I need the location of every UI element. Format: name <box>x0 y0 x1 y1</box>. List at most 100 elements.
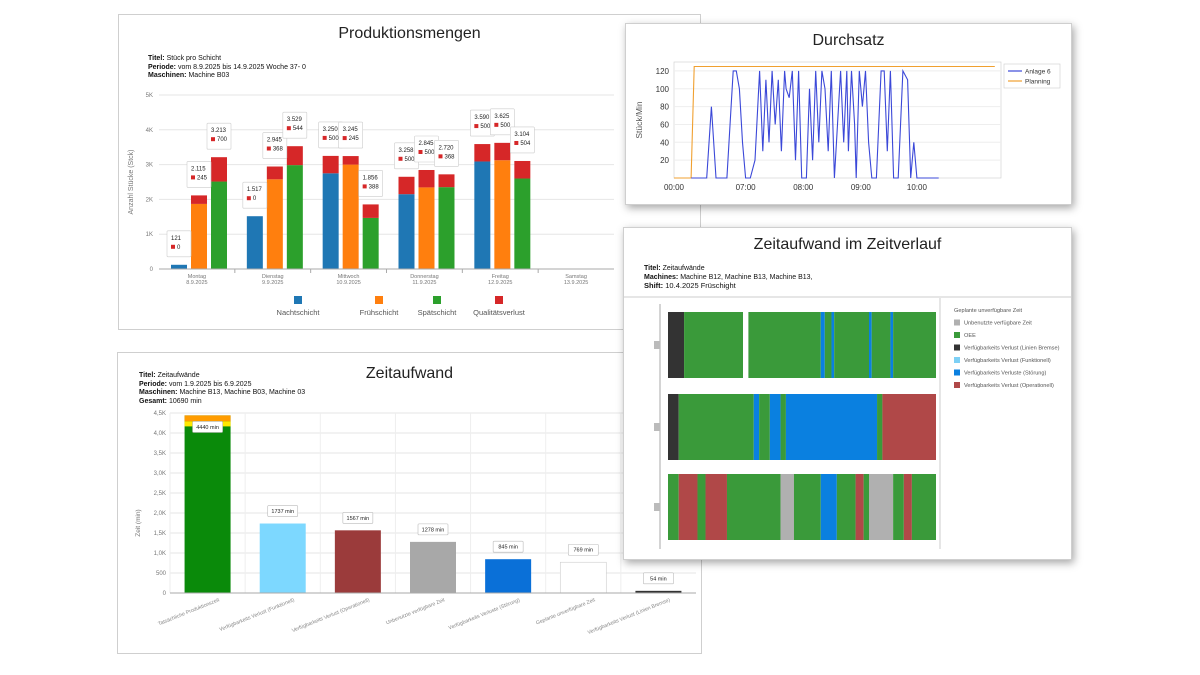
timeline-segment <box>753 394 760 460</box>
tooltip-loss: 245 <box>349 136 360 142</box>
x-tick-label: 11.9.2025 <box>412 280 436 286</box>
bar-nachtschicht <box>474 161 491 269</box>
tooltip-marker <box>322 135 327 140</box>
tooltip-total: 3.104 <box>514 132 530 138</box>
legend-swatch <box>495 296 503 304</box>
meta-value: vom 1.9.2025 bis 6.9.2025 <box>168 380 252 388</box>
tooltip-total: 121 <box>171 236 182 242</box>
timeline-segment <box>871 312 891 378</box>
tooltip-box <box>490 108 515 136</box>
legend-label: Verfügbarkeits Verlust (Linien Bremse) <box>964 346 1060 352</box>
tooltip-box <box>262 132 288 159</box>
meta-label: Titel: <box>148 55 165 62</box>
data-tooltip: 3.213 700 <box>206 122 232 150</box>
x-tick-label: Donnerstag <box>410 274 438 280</box>
tooltip-total: 3.250 <box>323 127 339 133</box>
tooltip-loss: 0 <box>177 245 181 251</box>
y-tick-label: 40 <box>660 138 669 147</box>
y-tick-label: 3K <box>146 163 153 169</box>
meta-label: Gesamt: <box>139 397 168 405</box>
y-tick-label: 100 <box>656 85 670 94</box>
bar <box>635 590 682 593</box>
tooltip-box <box>282 111 308 139</box>
tooltip-total: 3.590 <box>474 115 490 121</box>
meta-value: Stück pro Schicht <box>166 55 222 62</box>
value-label-box <box>567 543 599 556</box>
legend-label: Nachtschicht <box>277 308 321 317</box>
x-tick-label: Tatsächliche Produktionszeit <box>157 597 220 627</box>
value-label-box <box>643 572 674 585</box>
bar-qualitaetsverlust <box>362 204 379 218</box>
timeline-segment <box>834 312 869 378</box>
timeline-segment <box>869 312 872 378</box>
tooltip-marker <box>266 146 271 151</box>
bar <box>184 415 231 593</box>
tooltip-marker <box>246 196 251 201</box>
y-tick-label: 2,0K <box>154 511 166 517</box>
row-label-placeholder <box>654 423 660 431</box>
meta-value: 10.4.2025 Früschight <box>665 281 736 290</box>
timeline-segment <box>820 474 837 540</box>
y-tick-label: 60 <box>660 120 669 129</box>
y-tick-label: 1,5K <box>154 531 166 537</box>
durchsatz-panel: Durchsatz 20 40 60 80 100 120 00:00 07:00 08:00 0… <box>625 23 1072 205</box>
y-tick-label: 1K <box>146 232 153 238</box>
legend-label: OEE <box>964 333 976 339</box>
bar-frühschicht <box>342 164 359 269</box>
timeline-segment <box>793 474 821 540</box>
timeline-segment <box>893 312 936 378</box>
tooltip-total: 2.845 <box>419 141 435 147</box>
data-tooltip: 3.529 544 <box>282 111 308 139</box>
panel-title: Produktionsmengen <box>338 25 481 42</box>
x-tick-label: 09:00 <box>851 183 872 192</box>
bar-spätschicht <box>438 187 455 269</box>
timeline-segment <box>678 394 754 460</box>
legend-label: Frühschicht <box>360 308 400 317</box>
legend-swatch <box>433 296 441 304</box>
bar-nachtschicht <box>398 194 415 269</box>
y-tick-label: 2,5K <box>154 491 166 497</box>
tooltip-total: 3.529 <box>287 117 303 123</box>
tooltip-loss: 700 <box>217 137 228 143</box>
legend-swatch <box>954 344 960 351</box>
legend-label: Verfügbarkeits Verluste (Störung) <box>964 371 1047 377</box>
zeitaufwand-panel: Zeitaufwand Titel: Zeitaufwände Periode:… <box>117 352 702 654</box>
timeline-segment <box>769 394 781 460</box>
timeline-segment <box>668 474 679 540</box>
tooltip-total: 1.517 <box>247 187 263 193</box>
timeline-segment <box>705 474 727 540</box>
bar-nachtschicht <box>171 264 187 269</box>
x-tick-label: Verfügbarkeits Verluste (Störung) <box>448 597 521 631</box>
tooltip-box <box>338 121 363 149</box>
tooltip-marker <box>514 140 519 145</box>
meta-value: Zeitaufwände <box>662 265 705 272</box>
y-tick-label: 20 <box>660 156 669 165</box>
timeline-segment <box>911 474 936 540</box>
tooltip-total: 2.115 <box>191 166 206 172</box>
meta-label: Titel: <box>139 372 156 379</box>
series-line-anlage-6 <box>691 68 939 179</box>
bar-qualitaetsverlust <box>474 144 491 162</box>
bar-frühschicht <box>494 160 511 269</box>
produktionsmengen-chart: 0 1K 2K 3K 4K 5K Anzahl Stücke (Stck) Montag8.9… <box>128 93 614 317</box>
tooltip-loss: 544 <box>293 126 304 132</box>
y-tick-label: 120 <box>656 67 670 76</box>
x-tick-label: 10:00 <box>907 183 928 192</box>
data-tooltip: 3.258 500 <box>394 142 419 170</box>
tooltip-box <box>206 122 232 150</box>
value-label: 54 min <box>650 576 667 582</box>
legend-label: Anlage 6 <box>1025 69 1051 76</box>
meta-label: Titel: <box>644 265 661 272</box>
y-tick-label: 5K <box>146 93 153 99</box>
legend-box <box>1003 63 1061 89</box>
bar-spätschicht <box>362 217 379 269</box>
bar-frühschicht <box>418 187 435 269</box>
legend-swatch <box>954 382 960 388</box>
meta-label: Maschinen: <box>148 72 187 79</box>
data-tooltip: 3.245 245 <box>338 121 363 149</box>
bar-qualitaetsverlust <box>266 166 283 180</box>
timeline-segment <box>903 474 912 540</box>
tooltip-marker <box>494 122 499 127</box>
legend-swatch <box>375 296 383 304</box>
bar-qualitaetsverlust <box>494 142 511 161</box>
